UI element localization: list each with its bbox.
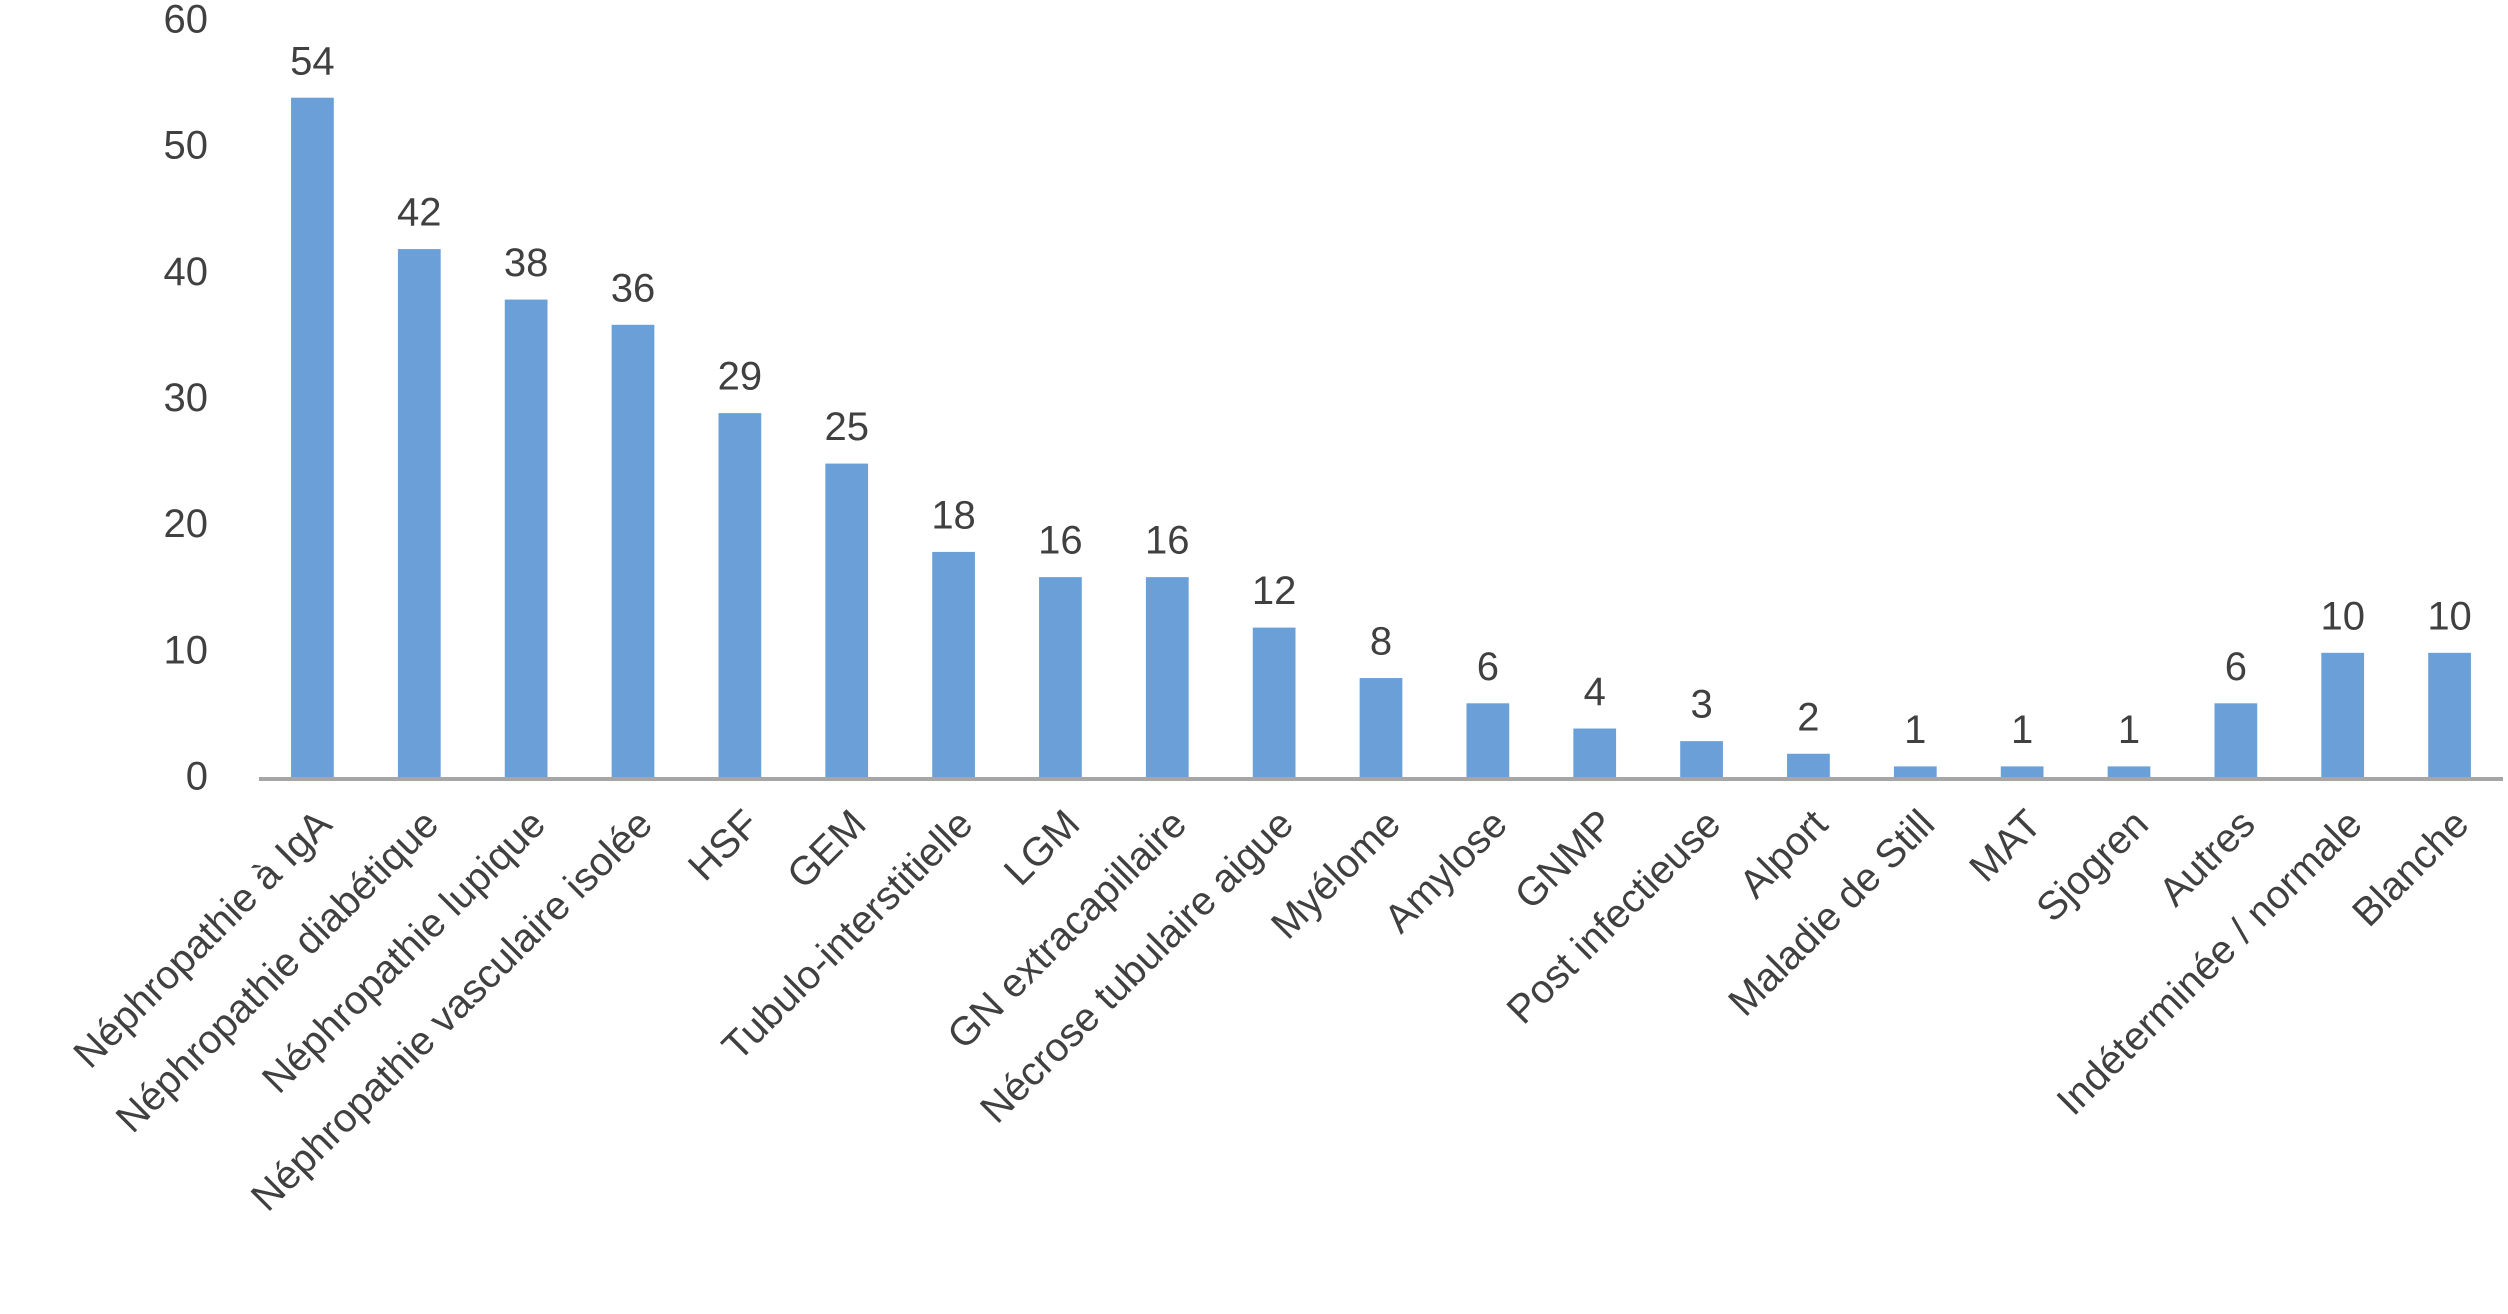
y-tick-label: 50 (164, 124, 209, 168)
value-label: 38 (504, 241, 549, 285)
bar (2000, 766, 2044, 779)
value-label: 1 (1904, 708, 1926, 752)
y-tick-label: 60 (164, 0, 209, 42)
bar (611, 324, 655, 779)
bar (397, 249, 441, 780)
value-label: 29 (718, 355, 763, 399)
y-tick-label: 10 (164, 628, 209, 672)
bar (932, 551, 975, 779)
bar (825, 463, 869, 779)
bar (504, 299, 548, 779)
y-tick-label: 20 (164, 502, 209, 546)
value-label: 16 (1038, 519, 1083, 563)
x-tick-label: GEM (779, 802, 875, 898)
x-tick-label: Blanche (2344, 802, 2477, 935)
bar (1145, 577, 1189, 779)
value-label: 1 (2118, 708, 2140, 752)
bar (1466, 703, 1510, 779)
value-label: 36 (611, 266, 656, 310)
value-label: 42 (397, 191, 442, 235)
bar (1252, 627, 1296, 779)
bar (2321, 652, 2365, 779)
value-label: 6 (1477, 645, 1499, 689)
y-tick-label: 30 (164, 376, 209, 420)
bar (1787, 753, 1830, 779)
value-label: 12 (1252, 569, 1297, 613)
value-label: 10 (2427, 594, 2472, 638)
bar (718, 413, 762, 779)
x-tick-label: MAT (1961, 802, 2050, 891)
value-label: 18 (931, 493, 976, 537)
value-label: 4 (1584, 670, 1606, 714)
value-label: 3 (1690, 683, 1712, 727)
bar (2107, 766, 2151, 779)
value-label: 8 (1370, 620, 1392, 664)
bar (1359, 678, 1403, 779)
bar (1893, 766, 1937, 779)
x-tick-label: Sjogren (2028, 802, 2157, 931)
bar (291, 97, 334, 779)
value-label: 10 (2320, 594, 2365, 638)
bar (2214, 703, 2258, 779)
bar (1039, 577, 1082, 779)
x-tick-label: HSF (680, 802, 768, 890)
value-label: 1 (2011, 708, 2033, 752)
bar (1680, 741, 1723, 779)
bar (2428, 652, 2471, 779)
y-tick-label: 40 (164, 250, 209, 294)
value-label: 2 (1797, 695, 1819, 739)
bar (1573, 728, 1617, 779)
value-label: 16 (1145, 519, 1190, 563)
value-label: 25 (824, 405, 869, 449)
x-tick-label: LGM (996, 802, 1088, 894)
x-tick-label: Alport (1731, 802, 1836, 907)
value-label: 6 (2225, 645, 2247, 689)
value-label: 54 (290, 39, 335, 83)
y-tick-label: 0 (186, 755, 208, 799)
